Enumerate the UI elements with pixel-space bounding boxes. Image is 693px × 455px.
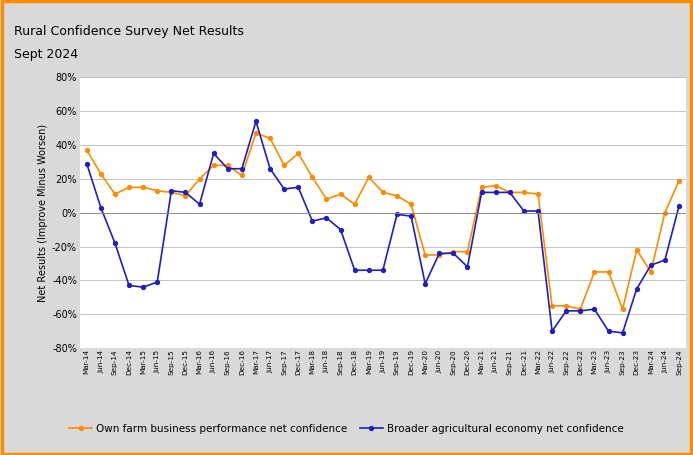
Own farm business performance net confidence [365, 174, 373, 180]
Broader agricultural economy net confidence [280, 186, 288, 192]
Broader agricultural economy net confidence [111, 240, 119, 246]
Own farm business performance net confidence [421, 252, 430, 258]
Broader agricultural economy net confidence [534, 208, 542, 214]
Line: Broader agricultural economy net confidence: Broader agricultural economy net confide… [85, 119, 681, 335]
Broader agricultural economy net confidence [604, 329, 613, 334]
Broader agricultural economy net confidence [633, 286, 641, 292]
Broader agricultural economy net confidence [82, 161, 91, 167]
Own farm business performance net confidence [660, 210, 669, 216]
Own farm business performance net confidence [647, 269, 655, 275]
Own farm business performance net confidence [111, 192, 119, 197]
Own farm business performance net confidence [280, 162, 288, 168]
Own farm business performance net confidence [182, 193, 190, 198]
Broader agricultural economy net confidence [195, 202, 204, 207]
Legend: Own farm business performance net confidence, Broader agricultural economy net c: Own farm business performance net confid… [65, 420, 628, 439]
Broader agricultural economy net confidence [167, 188, 175, 193]
Own farm business performance net confidence [604, 269, 613, 275]
Broader agricultural economy net confidence [266, 166, 274, 172]
Own farm business performance net confidence [238, 173, 246, 178]
Own farm business performance net confidence [590, 269, 599, 275]
Own farm business performance net confidence [675, 178, 683, 183]
Broader agricultural economy net confidence [464, 264, 472, 269]
Broader agricultural economy net confidence [675, 203, 683, 209]
Own farm business performance net confidence [618, 306, 626, 312]
Text: Rural Confidence Survey Net Results: Rural Confidence Survey Net Results [14, 25, 244, 38]
Own farm business performance net confidence [491, 183, 500, 188]
Broader agricultural economy net confidence [97, 205, 105, 210]
Own farm business performance net confidence [477, 185, 486, 190]
Broader agricultural economy net confidence [576, 308, 584, 313]
Own farm business performance net confidence [562, 303, 570, 308]
Broader agricultural economy net confidence [477, 190, 486, 195]
Broader agricultural economy net confidence [322, 215, 331, 221]
Own farm business performance net confidence [393, 193, 401, 198]
Own farm business performance net confidence [294, 151, 302, 156]
Own farm business performance net confidence [224, 162, 232, 168]
Broader agricultural economy net confidence [520, 208, 528, 214]
Broader agricultural economy net confidence [449, 251, 457, 256]
Broader agricultural economy net confidence [590, 306, 599, 312]
Broader agricultural economy net confidence [393, 212, 401, 217]
Own farm business performance net confidence [153, 188, 161, 193]
Own farm business performance net confidence [534, 192, 542, 197]
Own farm business performance net confidence [322, 197, 331, 202]
Own farm business performance net confidence [266, 136, 274, 141]
Own farm business performance net confidence [378, 190, 387, 195]
Own farm business performance net confidence [449, 249, 457, 254]
Broader agricultural economy net confidence [365, 268, 373, 273]
Broader agricultural economy net confidence [125, 283, 133, 288]
Broader agricultural economy net confidence [252, 119, 260, 124]
Own farm business performance net confidence [167, 190, 175, 195]
Own farm business performance net confidence [435, 252, 444, 258]
Broader agricultural economy net confidence [182, 190, 190, 195]
Own farm business performance net confidence [506, 190, 514, 195]
Broader agricultural economy net confidence [294, 185, 302, 190]
Own farm business performance net confidence [548, 303, 556, 308]
Own farm business performance net confidence [125, 185, 133, 190]
Broader agricultural economy net confidence [562, 308, 570, 313]
Own farm business performance net confidence [139, 185, 148, 190]
Text: Sept 2024: Sept 2024 [14, 48, 78, 61]
Own farm business performance net confidence [407, 202, 415, 207]
Broader agricultural economy net confidence [618, 330, 626, 336]
Broader agricultural economy net confidence [153, 279, 161, 285]
Own farm business performance net confidence [82, 147, 91, 153]
Broader agricultural economy net confidence [209, 151, 218, 156]
Broader agricultural economy net confidence [548, 329, 556, 334]
Broader agricultural economy net confidence [351, 268, 359, 273]
Own farm business performance net confidence [195, 176, 204, 182]
Own farm business performance net confidence [252, 131, 260, 136]
Own farm business performance net confidence [209, 162, 218, 168]
Own farm business performance net confidence [520, 190, 528, 195]
Broader agricultural economy net confidence [660, 258, 669, 263]
Line: Own farm business performance net confidence: Own farm business performance net confid… [85, 131, 681, 311]
Broader agricultural economy net confidence [435, 251, 444, 256]
Broader agricultural economy net confidence [491, 190, 500, 195]
Own farm business performance net confidence [464, 249, 472, 254]
Own farm business performance net confidence [576, 306, 584, 312]
Broader agricultural economy net confidence [139, 284, 148, 290]
Own farm business performance net confidence [336, 192, 344, 197]
Broader agricultural economy net confidence [506, 190, 514, 195]
Own farm business performance net confidence [97, 171, 105, 177]
Own farm business performance net confidence [633, 247, 641, 253]
Own farm business performance net confidence [351, 202, 359, 207]
Broader agricultural economy net confidence [224, 166, 232, 172]
Own farm business performance net confidence [308, 174, 317, 180]
Y-axis label: Net Results (Improve Minus Worsen): Net Results (Improve Minus Worsen) [37, 124, 48, 302]
Broader agricultural economy net confidence [308, 218, 317, 224]
Broader agricultural economy net confidence [378, 268, 387, 273]
Broader agricultural economy net confidence [421, 281, 430, 287]
Broader agricultural economy net confidence [647, 263, 655, 268]
Broader agricultural economy net confidence [238, 166, 246, 172]
Broader agricultural economy net confidence [336, 227, 344, 233]
Broader agricultural economy net confidence [407, 213, 415, 219]
